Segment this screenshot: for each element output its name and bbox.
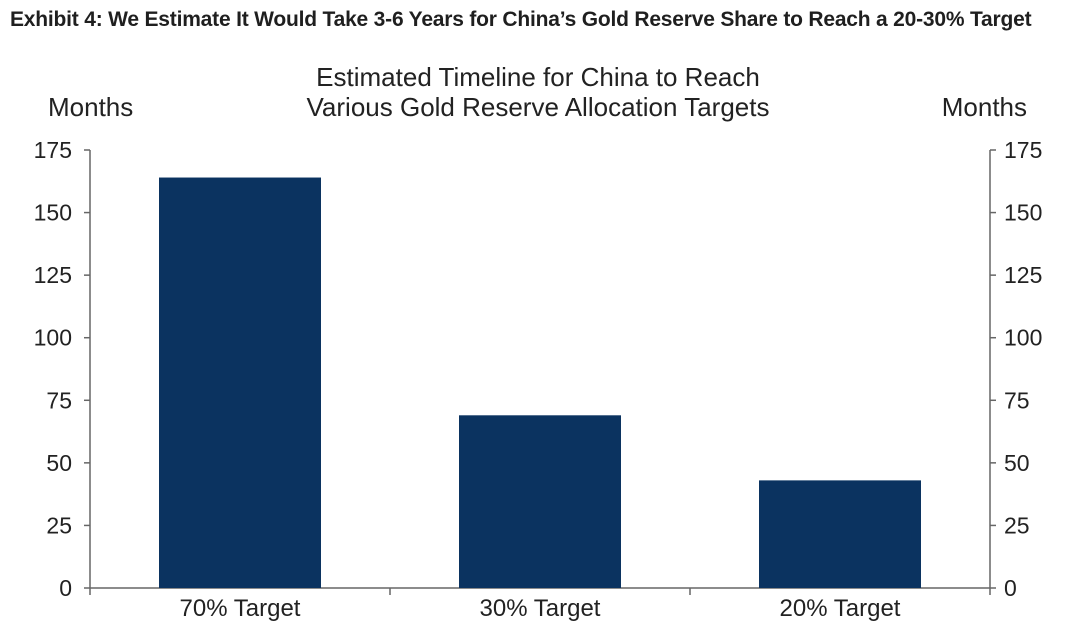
- y-tick-label-left: 100: [34, 325, 72, 351]
- y-tick-label-right: 150: [1004, 200, 1042, 226]
- chart-title-line-1: Estimated Timeline for China to Reach: [316, 62, 760, 92]
- y-tick-label-right: 125: [1004, 262, 1042, 288]
- y-tick-label-right: 50: [1004, 450, 1030, 476]
- x-category-label: 30% Target: [480, 595, 601, 622]
- chart-title-line-2: Various Gold Reserve Allocation Targets: [307, 92, 770, 122]
- bar-20-target: [759, 480, 921, 588]
- y-tick-label-left: 75: [46, 387, 72, 413]
- y-tick-label-left: 175: [34, 137, 72, 163]
- y-tick-label-right: 100: [1004, 325, 1042, 351]
- plot-area: 0 0 25 25 50 50 75 75 100 100 125 125 150 150 175 175 70…: [34, 137, 1043, 622]
- y-tick-label-left: 50: [46, 450, 72, 476]
- y-tick-label-left: 150: [34, 200, 72, 226]
- exhibit-title: Exhibit 4: We Estimate It Would Take 3-6…: [10, 8, 1032, 31]
- x-category-label: 20% Target: [780, 595, 901, 622]
- y-axis-label-left: Months: [48, 92, 133, 122]
- y-axis-label-right: Months: [942, 92, 1027, 122]
- y-tick-label-right: 0: [1004, 575, 1017, 601]
- y-tick-label-left: 25: [46, 512, 72, 538]
- y-tick-label-right: 75: [1004, 387, 1030, 413]
- bar-70-target: [159, 177, 321, 588]
- y-tick-label-left: 125: [34, 262, 72, 288]
- bar-30-target: [459, 415, 621, 588]
- x-category-label: 70% Target: [180, 595, 301, 622]
- y-tick-label-right: 175: [1004, 137, 1042, 163]
- y-tick-label-left: 0: [59, 575, 72, 601]
- y-tick-label-right: 25: [1004, 512, 1030, 538]
